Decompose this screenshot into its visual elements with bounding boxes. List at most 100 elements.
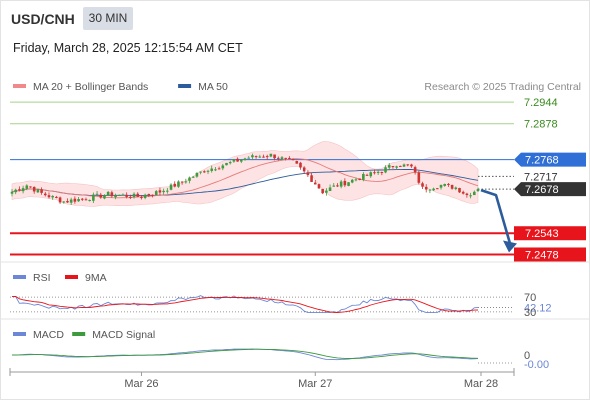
legend-swatch <box>13 332 26 336</box>
candle <box>384 165 387 174</box>
candle <box>339 179 343 189</box>
candle <box>321 188 324 195</box>
candle <box>317 183 321 189</box>
ma-level-label: 7.2717 <box>524 171 558 183</box>
timeframe-badge[interactable]: 30 MIN <box>83 7 133 30</box>
candle <box>391 166 395 169</box>
candle <box>354 177 358 182</box>
candle <box>25 184 29 191</box>
candle <box>55 195 58 199</box>
candle <box>77 196 80 202</box>
candle <box>29 186 32 188</box>
legend-swatch <box>65 275 78 279</box>
candle <box>177 180 180 188</box>
legend-label: MA 20 + Bollinger Bands <box>33 81 148 93</box>
rsi-level-label: 42.12 <box>524 302 552 314</box>
candle <box>306 170 310 178</box>
candle <box>428 189 432 194</box>
candle <box>325 188 328 196</box>
resistance-label: 7.2944 <box>524 97 558 109</box>
candle <box>121 193 125 196</box>
candle <box>125 192 128 199</box>
candle <box>380 171 384 176</box>
candle <box>350 178 354 184</box>
candle <box>447 182 450 187</box>
candle <box>106 190 110 196</box>
candle <box>58 196 62 204</box>
candle <box>347 182 350 187</box>
candle <box>136 192 140 197</box>
candle <box>154 189 158 196</box>
candle <box>236 157 239 162</box>
candle <box>262 154 265 158</box>
candle <box>254 155 258 159</box>
candle <box>269 153 273 158</box>
candle <box>395 165 398 170</box>
candle <box>92 192 95 204</box>
candle <box>417 170 421 185</box>
support-label: 7.2543 <box>525 228 559 240</box>
candle <box>410 163 413 168</box>
candle <box>399 165 402 167</box>
candle <box>51 195 54 200</box>
candle <box>21 185 25 194</box>
candle <box>151 194 154 198</box>
candle <box>465 192 469 198</box>
candle <box>169 183 173 191</box>
resistance-label: 7.2878 <box>524 119 558 131</box>
candle <box>191 175 195 178</box>
candle <box>162 188 165 195</box>
ma20-line <box>11 158 479 199</box>
macd-signal-line <box>12 348 479 359</box>
candle <box>166 187 169 194</box>
candle <box>402 163 406 168</box>
legend-label: 9MA <box>85 272 107 284</box>
candle <box>332 183 336 187</box>
candle <box>80 197 84 202</box>
candle <box>114 193 117 200</box>
forecast-arrow <box>480 188 517 253</box>
candle <box>343 178 347 188</box>
candle <box>40 187 43 195</box>
candle <box>69 197 73 205</box>
pivot-label: 7.2768 <box>525 155 559 167</box>
candle <box>424 184 428 193</box>
macd-zero-label: 0 <box>524 350 530 362</box>
candle <box>18 186 21 192</box>
candle <box>295 160 299 164</box>
candle <box>439 184 443 190</box>
candle <box>188 176 191 184</box>
candle <box>132 192 136 199</box>
macd-current-label: -0.00 <box>524 359 549 371</box>
candle <box>240 158 243 164</box>
candle <box>232 158 236 163</box>
candle <box>95 191 99 195</box>
candle <box>110 190 114 198</box>
legend-swatch <box>13 84 26 88</box>
candle <box>476 187 480 192</box>
support-label: 7.2478 <box>525 249 559 261</box>
candle <box>43 191 47 197</box>
x-tick-label: Mar 28 <box>464 378 498 390</box>
candle <box>32 186 36 194</box>
candle <box>73 196 77 204</box>
candle <box>265 154 269 160</box>
candle <box>117 194 121 197</box>
candle <box>62 201 66 204</box>
candle <box>458 187 461 194</box>
candle <box>336 183 339 188</box>
candle <box>103 194 106 200</box>
candle <box>310 172 313 182</box>
legend-swatch <box>72 332 86 336</box>
candle <box>158 187 162 196</box>
candle <box>180 181 184 185</box>
candle <box>454 186 458 191</box>
candle <box>210 165 214 173</box>
candle <box>206 169 210 175</box>
legend-label: MACD <box>33 329 64 341</box>
candle <box>195 172 199 178</box>
candle <box>129 194 132 200</box>
candle <box>413 165 417 175</box>
rsi-9ma-line <box>11 295 479 313</box>
